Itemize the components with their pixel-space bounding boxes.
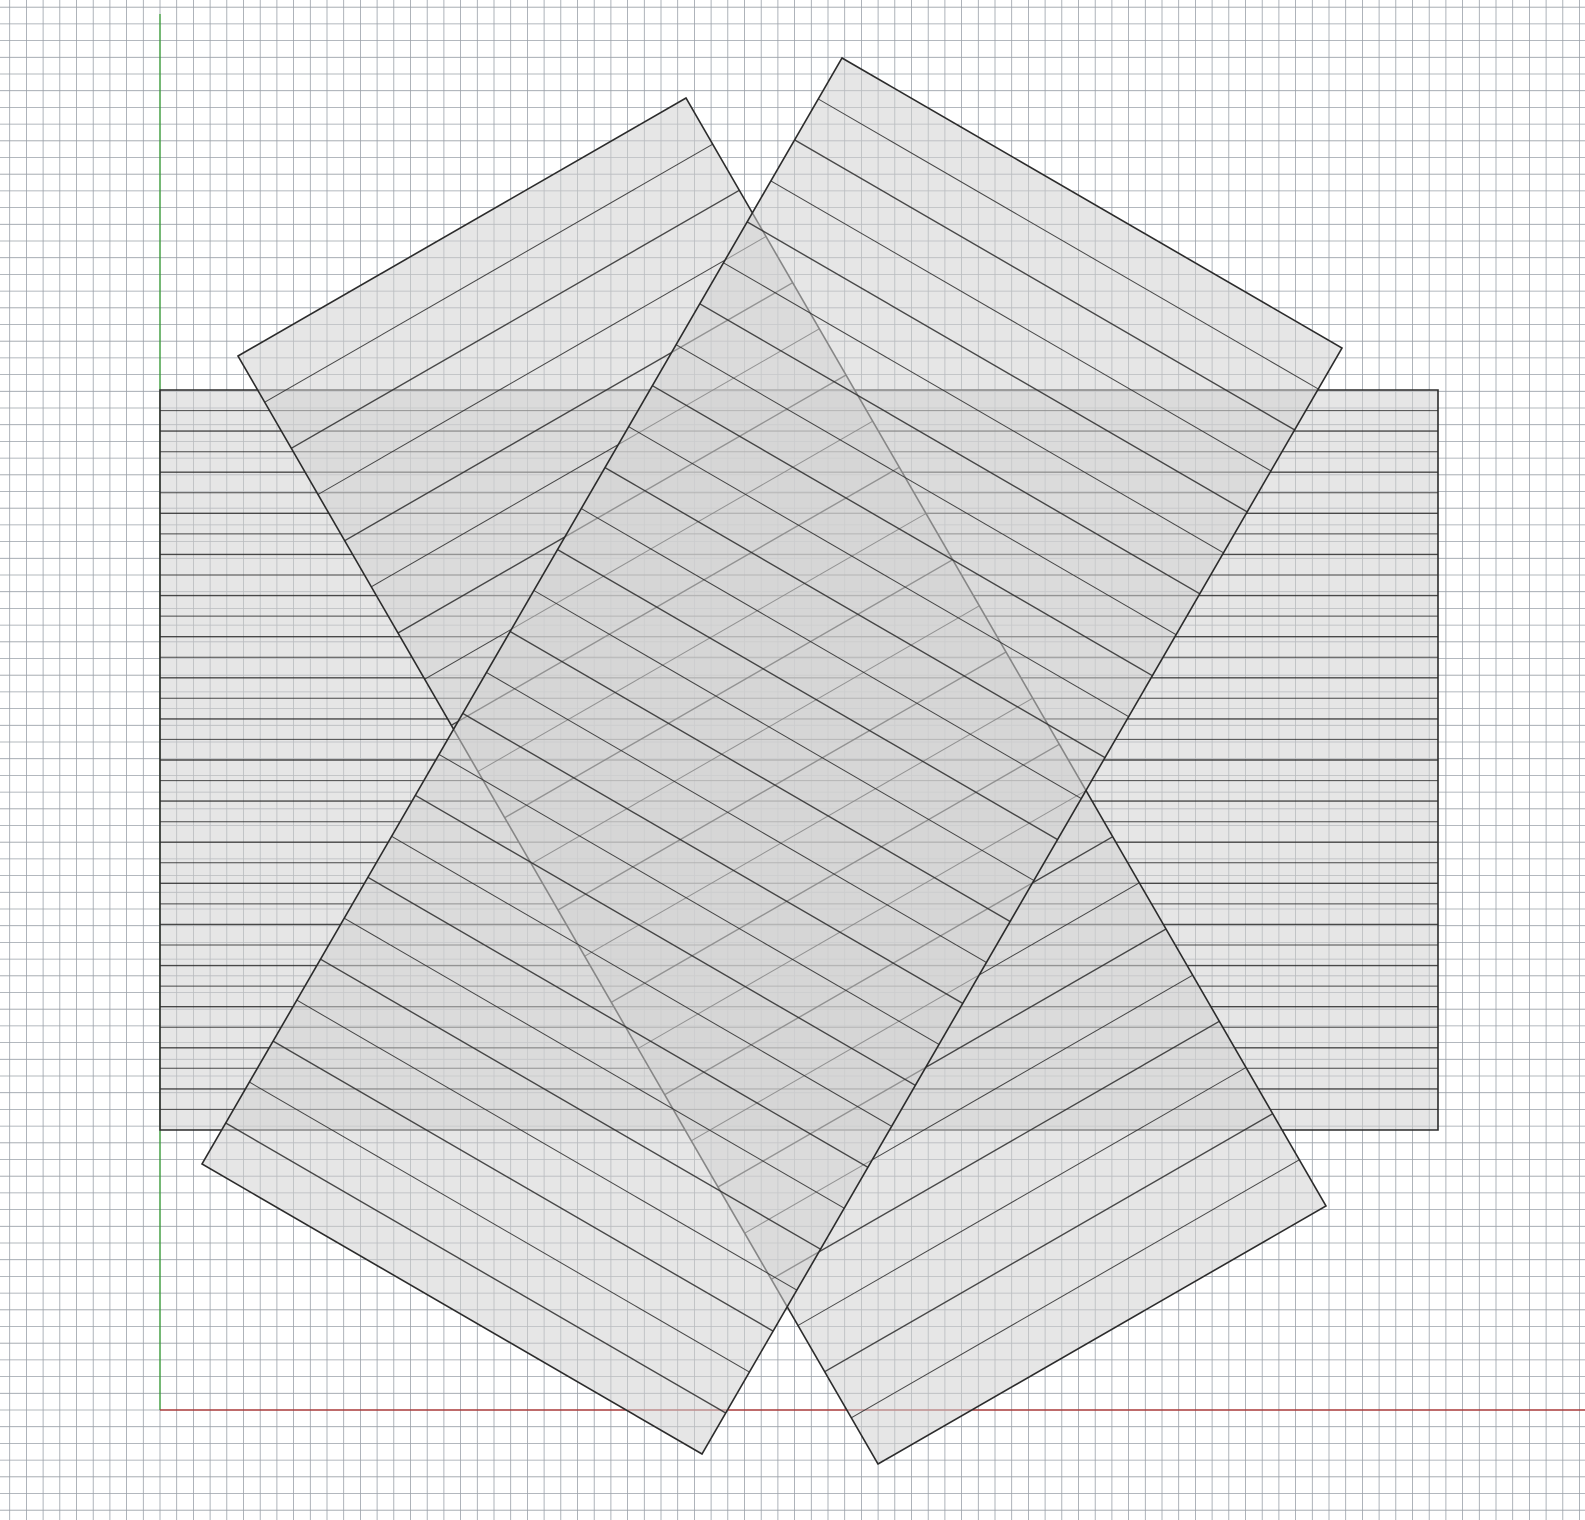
slat-edge[interactable]: [317, 236, 767, 495]
slat-edge[interactable]: [652, 385, 1153, 677]
slat-edge[interactable]: [296, 999, 798, 1291]
slat-edge[interactable]: [272, 1040, 774, 1332]
slat-edge[interactable]: [557, 548, 1058, 841]
slat-edge[interactable]: [746, 221, 1248, 513]
slat-edge[interactable]: [604, 466, 1106, 759]
slatted-panels-model[interactable]: [159, 56, 1439, 1466]
slat-edge[interactable]: [320, 958, 821, 1250]
slat-edge[interactable]: [391, 835, 892, 1127]
slat-edge[interactable]: [486, 671, 987, 963]
slat-edge[interactable]: [438, 753, 940, 1045]
slat-edge[interactable]: [249, 1081, 750, 1373]
slat-edge[interactable]: [675, 344, 1177, 636]
slat-edge[interactable]: [581, 508, 1082, 800]
slat-edge[interactable]: [509, 630, 1011, 923]
slat-edge[interactable]: [851, 1159, 1300, 1419]
slat-edge[interactable]: [824, 1113, 1274, 1373]
slat-edge[interactable]: [343, 917, 845, 1209]
slat-edge[interactable]: [264, 143, 713, 403]
slat-edge[interactable]: [414, 794, 916, 1086]
slat-edge[interactable]: [818, 98, 1319, 390]
slat-edge[interactable]: [628, 426, 1129, 718]
slat-edge[interactable]: [770, 1020, 1220, 1280]
slat-edge[interactable]: [723, 262, 1224, 554]
slat-edge[interactable]: [794, 139, 1295, 431]
slat-edge[interactable]: [533, 590, 1035, 881]
slat-edge[interactable]: [797, 1067, 1247, 1326]
slat-edge[interactable]: [367, 876, 869, 1168]
slat-edge[interactable]: [290, 189, 740, 449]
diagonal-panel-right[interactable]: [200, 56, 1344, 1456]
slat-edge[interactable]: [770, 180, 1272, 472]
slat-edge[interactable]: [462, 712, 964, 1005]
slat-edge[interactable]: [225, 1122, 727, 1414]
slat-edge[interactable]: [699, 303, 1201, 595]
